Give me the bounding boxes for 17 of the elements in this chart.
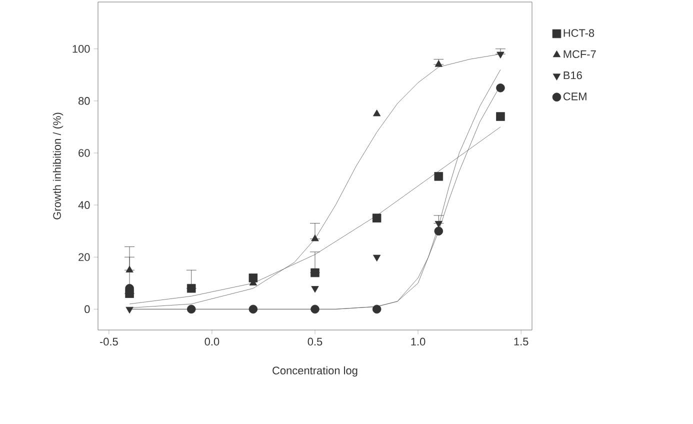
y-axis-title: Growth inhibition / (%) [52,112,64,220]
x-tick-label: -0.5 [100,338,118,346]
y-tick-label: 40 [78,201,90,209]
x-tick-label: 0.5 [308,338,322,346]
x-tick-label: 0.0 [204,338,220,346]
legend-label: B16 [564,71,582,80]
x-tick-label: 1.0 [411,338,426,346]
legend-label: HCT-8 [564,29,594,37]
x-axis-title: Concentration log [272,366,358,377]
legend-label: CEM [563,92,586,100]
legend-label: MCF-7 [564,50,596,58]
y-tick-label: 20 [78,253,90,261]
y-tick-label: 80 [78,97,90,105]
y-tick-label: 60 [78,149,90,157]
y-tick-label: 100 [72,44,90,53]
x-tick-label: 1.5 [514,338,528,346]
y-tick-label: 0 [84,305,90,314]
